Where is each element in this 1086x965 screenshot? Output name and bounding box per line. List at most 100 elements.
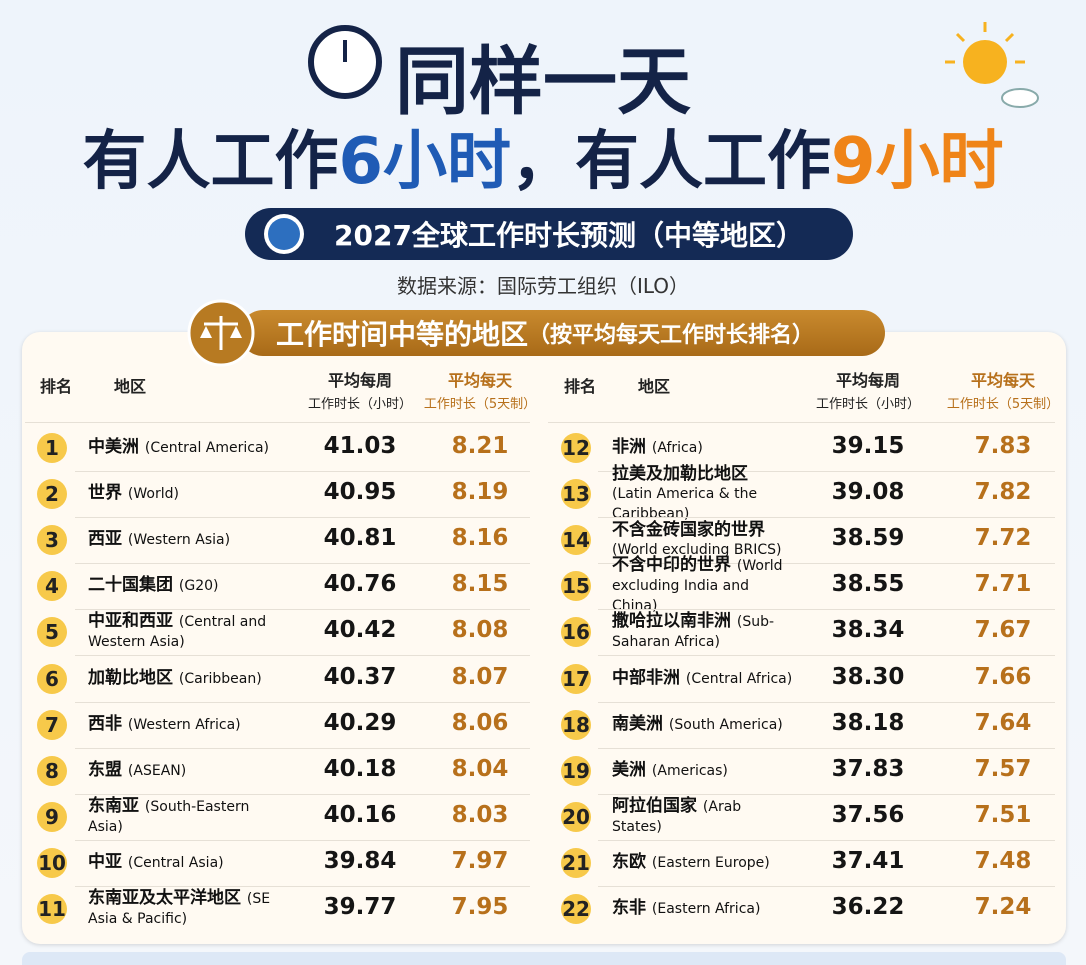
separator — [75, 563, 530, 565]
title-part: 9小时 — [831, 125, 1004, 199]
region: 中美洲 (Central America) — [88, 429, 285, 467]
region-zh: 拉美及加勒比地区 — [612, 463, 748, 484]
region-zh: 中亚 — [88, 851, 122, 872]
separator — [598, 471, 1055, 472]
region-en: (Caribbean) — [178, 670, 262, 687]
daily-hours: 7.57 — [974, 755, 1032, 782]
region-en: (Western Africa) — [127, 716, 241, 733]
rank-badge: 14 — [561, 525, 591, 556]
rank-badge: 3 — [37, 525, 67, 556]
region-en: (South America) — [668, 716, 783, 733]
daily-hours: 7.64 — [974, 709, 1032, 736]
region-zh: 世界 — [88, 483, 122, 504]
weekly-hours: 39.08 — [831, 479, 905, 506]
region-name: 中部非洲 (Central Africa) — [612, 668, 792, 689]
separator — [598, 885, 1055, 887]
separator — [75, 885, 530, 887]
daily-hours: 7.71 — [974, 571, 1032, 598]
col-header: 工作时长（5天制） — [423, 397, 537, 412]
region-en: (Western Asia) — [127, 532, 231, 549]
region-name: 撒哈拉以南非洲 (Sub-Saharan Africa) — [612, 612, 793, 652]
region: 美洲 (Americas) — [612, 752, 793, 790]
daily-hours: 7.66 — [974, 663, 1032, 690]
rank-badge: 18 — [561, 709, 591, 740]
rank-badge: 2 — [37, 479, 67, 510]
rank-badge: 13 — [561, 479, 591, 510]
region-name: 世界 (World) — [88, 484, 179, 504]
region-zh: 不含金砖国家的世界 — [612, 519, 765, 540]
daily-hours: 8.16 — [451, 525, 509, 552]
daily-hours: 7.83 — [974, 433, 1032, 459]
weekly-hours: 40.16 — [323, 801, 397, 828]
region-en: (Africa) — [651, 440, 703, 456]
title: 同样一天 — [395, 39, 691, 125]
region: 西亚 (Western Asia) — [88, 521, 285, 559]
region-zh: 西亚 — [88, 529, 122, 550]
daily-hours: 8.06 — [451, 709, 509, 736]
region-zh: 东南亚 — [88, 795, 139, 816]
section-title-text: 工作时间中等的地区 — [276, 318, 529, 351]
region-en: (Central and Western Asia) — [88, 614, 267, 651]
region-zh: 东非 — [612, 898, 646, 918]
weekly-hours: 39.77 — [323, 894, 397, 920]
region-en: (Americas) — [651, 762, 728, 779]
region-en: (Central Asia) — [127, 854, 224, 871]
rank-badge: 11 — [37, 894, 67, 924]
region: 撒哈拉以南非洲 (Sub-Saharan Africa) — [612, 612, 793, 652]
col-header: 地区 — [638, 377, 671, 396]
region-name: 东南亚及太平洋地区 (SE Asia & Pacific) — [88, 889, 285, 929]
region-name: 阿拉伯国家 (Arab States) — [612, 796, 793, 837]
rank-badge: 15 — [561, 571, 591, 602]
separator — [598, 517, 1055, 519]
region: 中亚和西亚 (Central and Western Asia) — [88, 612, 285, 651]
separator — [75, 471, 530, 472]
region-zh: 南美洲 — [612, 713, 663, 734]
title-part: ，有人工作 — [511, 125, 831, 199]
region: 加勒比地区 (Caribbean) — [88, 660, 285, 698]
region-name: 西非 (Western Africa) — [88, 714, 241, 735]
rank-badge: 17 — [561, 663, 591, 694]
region-zh: 东盟 — [88, 759, 122, 780]
title-part: 6小时 — [338, 125, 511, 199]
region: 非洲 (Africa) — [612, 429, 793, 467]
daily-hours: 7.51 — [974, 801, 1032, 828]
rank-badge: 7 — [37, 709, 67, 740]
weekly-hours: 41.03 — [323, 433, 397, 459]
col-header: 地区 — [114, 377, 147, 396]
rank-badge: 19 — [561, 755, 591, 786]
weekly-hours: 38.55 — [831, 571, 905, 598]
rank-badge: 10 — [37, 847, 67, 878]
daily-hours: 7.67 — [974, 617, 1032, 644]
weekly-hours: 38.18 — [831, 709, 905, 736]
separator — [75, 609, 530, 611]
daily-hours: 7.72 — [974, 525, 1032, 552]
separator — [598, 563, 1055, 565]
region: 世界 (World) — [88, 475, 285, 513]
region-name: 非洲 (Africa) — [612, 438, 703, 458]
region: 阿拉伯国家 (Arab States) — [612, 796, 793, 837]
separator — [75, 655, 530, 657]
region-name: 美洲 (Americas) — [612, 760, 728, 781]
region: 西非 (Western Africa) — [88, 706, 285, 744]
weekly-hours: 40.37 — [323, 663, 397, 690]
region: 东非 (Eastern Africa) — [612, 890, 793, 928]
region-en: (G20) — [178, 578, 219, 595]
separator — [75, 517, 530, 519]
separator — [75, 839, 530, 841]
weekly-hours: 38.30 — [831, 663, 905, 690]
region-name: 东非 (Eastern Africa) — [612, 899, 760, 919]
region: 不含中印的世界 (World excluding India and China… — [612, 556, 793, 615]
weekly-hours: 40.29 — [323, 709, 397, 736]
weekly-hours: 38.59 — [831, 525, 905, 552]
region-zh: 二十国集团 — [88, 575, 173, 596]
region-en: (World) — [127, 486, 179, 503]
rank-badge: 5 — [37, 617, 67, 648]
separator — [598, 701, 1055, 703]
col-header: 平均每天 — [447, 371, 512, 390]
separator — [598, 793, 1055, 795]
region-en: (World excluding BRICS) — [612, 541, 782, 558]
region-zh: 撒哈拉以南非洲 — [612, 611, 731, 632]
region-zh: 东欧 — [612, 851, 646, 872]
region-en: (Arab States) — [612, 798, 742, 835]
table-card — [22, 332, 1066, 944]
